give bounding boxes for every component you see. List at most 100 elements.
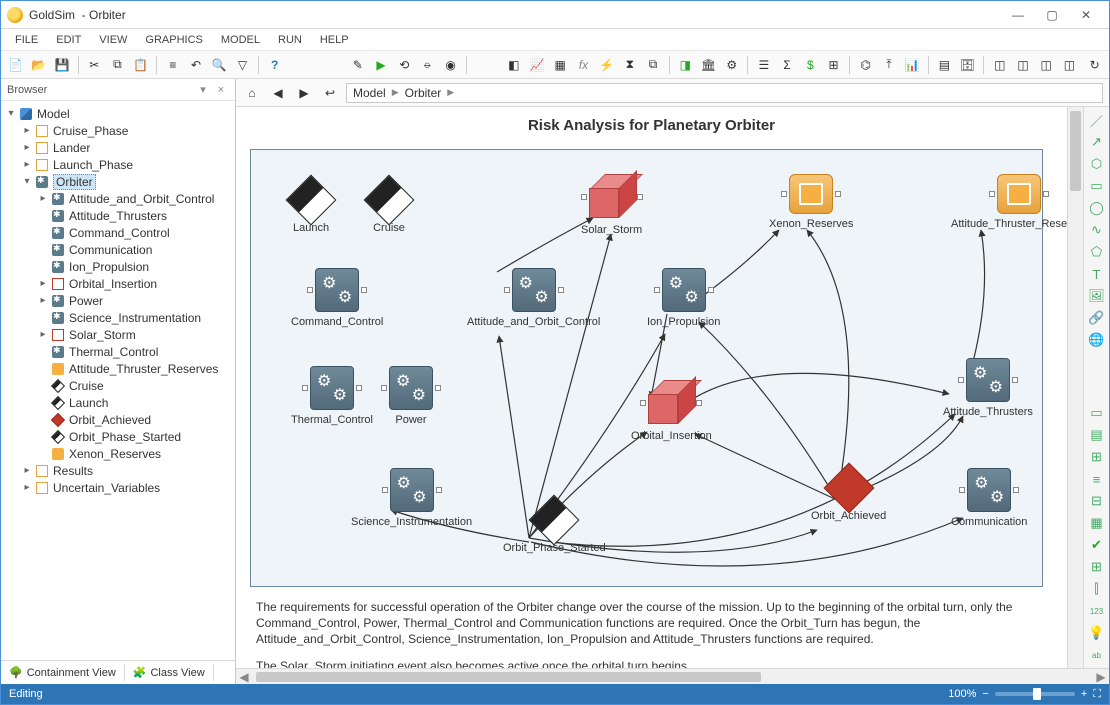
- tree-item-orbit_phase_started[interactable]: Orbit_Phase_Started: [1, 428, 235, 445]
- class-view-tab[interactable]: 🧩 Class View: [125, 664, 214, 681]
- copy-icon[interactable]: ⧉: [107, 54, 128, 76]
- tb-sigma-icon[interactable]: Σ: [777, 54, 798, 76]
- vertical-scrollbar[interactable]: [1067, 107, 1083, 668]
- open-icon[interactable]: 📂: [28, 54, 49, 76]
- tool-grid-icon[interactable]: ⊞: [1088, 558, 1106, 576]
- tb-fx-icon[interactable]: fx: [573, 54, 594, 76]
- breadcrumb[interactable]: Model ▶ Orbiter ▶: [346, 83, 1103, 103]
- nav-home-icon[interactable]: ⌂: [242, 83, 262, 103]
- nav-back-icon[interactable]: ◀: [268, 83, 288, 103]
- tb-grid-icon[interactable]: ▤: [934, 54, 955, 76]
- record-icon[interactable]: ◉: [440, 54, 461, 76]
- help-icon[interactable]: ?: [264, 54, 285, 76]
- reset-icon[interactable]: ⦵: [417, 54, 438, 76]
- tool-rect-icon[interactable]: ▭: [1088, 177, 1106, 195]
- tree-item-xenon_reserves[interactable]: Xenon_Reserves: [1, 445, 235, 462]
- undo-icon[interactable]: ↶: [185, 54, 206, 76]
- tool-poly-icon[interactable]: ⬡: [1088, 155, 1106, 173]
- tool-text-icon[interactable]: T: [1088, 265, 1106, 283]
- tb-plot-icon[interactable]: ◨: [675, 54, 696, 76]
- tool-seg-icon[interactable]: ⫿: [1088, 580, 1106, 598]
- node-power[interactable]: Power: [389, 366, 433, 426]
- tb-chart-icon[interactable]: 📈: [526, 54, 547, 76]
- node-communication[interactable]: Communication: [951, 468, 1027, 528]
- tree-item-solar_storm[interactable]: ▸Solar_Storm: [1, 326, 235, 343]
- breadcrumb-item[interactable]: Orbiter: [405, 86, 442, 100]
- browser-close-icon[interactable]: ×: [213, 82, 229, 98]
- menu-model[interactable]: MODEL: [213, 32, 268, 48]
- tool-line-icon[interactable]: ／: [1088, 111, 1106, 129]
- menu-run[interactable]: RUN: [270, 32, 310, 48]
- edit-icon[interactable]: ✎: [347, 54, 368, 76]
- containment-view-tab[interactable]: 🌳 Containment View: [1, 664, 125, 681]
- tool-arrow-icon[interactable]: ↗: [1088, 133, 1106, 151]
- tool-ellipse-icon[interactable]: ◯: [1088, 199, 1106, 217]
- tree-item-launch_phase[interactable]: ▸Launch_Phase: [1, 156, 235, 173]
- tree-item-orbital_insertion[interactable]: ▸Orbital_Insertion: [1, 275, 235, 292]
- tool-more5-icon[interactable]: ⊟: [1088, 492, 1106, 510]
- node-orbit_achieved[interactable]: Orbit_Achieved: [811, 470, 886, 522]
- node-command_control[interactable]: Command_Control: [291, 268, 383, 328]
- tree-item-results[interactable]: ▸Results: [1, 462, 235, 479]
- tb-dollar-icon[interactable]: $: [800, 54, 821, 76]
- tb-table-icon[interactable]: ▦: [550, 54, 571, 76]
- run-icon[interactable]: ▶: [370, 54, 391, 76]
- node-cruise[interactable]: Cruise: [371, 182, 407, 234]
- menu-edit[interactable]: EDIT: [48, 32, 89, 48]
- menu-view[interactable]: VIEW: [91, 32, 135, 48]
- node-science_instrumentation[interactable]: Science_Instrumentation: [351, 468, 472, 528]
- tb-x2-icon[interactable]: ◫: [1012, 54, 1033, 76]
- tool-more1-icon[interactable]: ▭: [1088, 404, 1106, 422]
- node-xenon_reserves[interactable]: Xenon_Reserves: [769, 174, 853, 230]
- nav-fwd-icon[interactable]: ▶: [294, 83, 314, 103]
- tb-link-icon[interactable]: ⧉: [642, 54, 663, 76]
- node-ion_propulsion[interactable]: Ion_Propulsion: [647, 268, 720, 328]
- cut-icon[interactable]: ✂: [84, 54, 105, 76]
- tool-123-icon[interactable]: 123: [1088, 602, 1106, 620]
- close-button[interactable]: ✕: [1069, 5, 1103, 25]
- new-icon[interactable]: 📄: [5, 54, 26, 76]
- tree-item-communication[interactable]: Communication: [1, 241, 235, 258]
- model-tree[interactable]: ▾Model▸Cruise_Phase▸Lander▸Launch_Phase▾…: [1, 101, 235, 660]
- node-attitude_and_orbit_control[interactable]: Attitude_and_Orbit_Control: [467, 268, 600, 328]
- tool-bulb-icon[interactable]: 💡: [1088, 624, 1106, 642]
- horizontal-scrollbar[interactable]: ◀▶: [236, 668, 1109, 684]
- filter-icon[interactable]: ▽: [232, 54, 253, 76]
- tool-more6-icon[interactable]: ▦: [1088, 514, 1106, 532]
- browser-menu-icon[interactable]: ▾: [195, 82, 211, 98]
- node-attitude_thrusters[interactable]: Attitude_Thrusters: [943, 358, 1033, 418]
- tb-building-icon[interactable]: 🏛: [698, 54, 719, 76]
- tool-more2-icon[interactable]: ▤: [1088, 426, 1106, 444]
- tb-calc-icon[interactable]: ⊞: [823, 54, 844, 76]
- menu-graphics[interactable]: GRAPHICS: [137, 32, 210, 48]
- paste-icon[interactable]: 📋: [130, 54, 151, 76]
- tree-item-cruise[interactable]: Cruise: [1, 377, 235, 394]
- tree-item-thermal_control[interactable]: Thermal_Control: [1, 343, 235, 360]
- tb-list2-icon[interactable]: ☰: [753, 54, 774, 76]
- step-back-icon[interactable]: ⟲: [394, 54, 415, 76]
- tb-x3-icon[interactable]: ◫: [1036, 54, 1057, 76]
- node-orbital_insertion[interactable]: Orbital_Insertion: [631, 380, 712, 442]
- node-thermal_control[interactable]: Thermal_Control: [291, 366, 373, 426]
- tree-item-lander[interactable]: ▸Lander: [1, 139, 235, 156]
- diagram-canvas[interactable]: Risk Analysis for Planetary Orbiter Laun…: [236, 107, 1067, 668]
- tool-polygon-icon[interactable]: ⬠: [1088, 243, 1106, 261]
- tool-link-icon[interactable]: 🔗: [1088, 309, 1106, 327]
- zoom-control[interactable]: 100% − + ⛶: [948, 688, 1101, 701]
- node-launch[interactable]: Launch: [293, 182, 329, 234]
- tool-more3-icon[interactable]: ⊞: [1088, 448, 1106, 466]
- tb-bar-icon[interactable]: 📊: [902, 54, 923, 76]
- tree-item-orbit_achieved[interactable]: Orbit_Achieved: [1, 411, 235, 428]
- tool-check-icon[interactable]: ✔: [1088, 536, 1106, 554]
- node-orbit_phase_started[interactable]: Orbit_Phase_Started: [503, 502, 606, 554]
- tree-item-science_instrumentation[interactable]: Science_Instrumentation: [1, 309, 235, 326]
- save-icon[interactable]: 💾: [51, 54, 72, 76]
- tb-bolt-icon[interactable]: ⚡: [596, 54, 617, 76]
- tree-item-attitude_and_orbit_control[interactable]: ▸Attitude_and_Orbit_Control: [1, 190, 235, 207]
- tree-item-attitude_thruster_reserves[interactable]: Attitude_Thruster_Reserves: [1, 360, 235, 377]
- node-solar_storm[interactable]: Solar_Storm: [581, 174, 642, 236]
- tb-x4-icon[interactable]: ◫: [1059, 54, 1080, 76]
- tree-item-command_control[interactable]: Command_Control: [1, 224, 235, 241]
- tb-refresh-icon[interactable]: ↻: [1084, 54, 1105, 76]
- menu-file[interactable]: FILE: [7, 32, 46, 48]
